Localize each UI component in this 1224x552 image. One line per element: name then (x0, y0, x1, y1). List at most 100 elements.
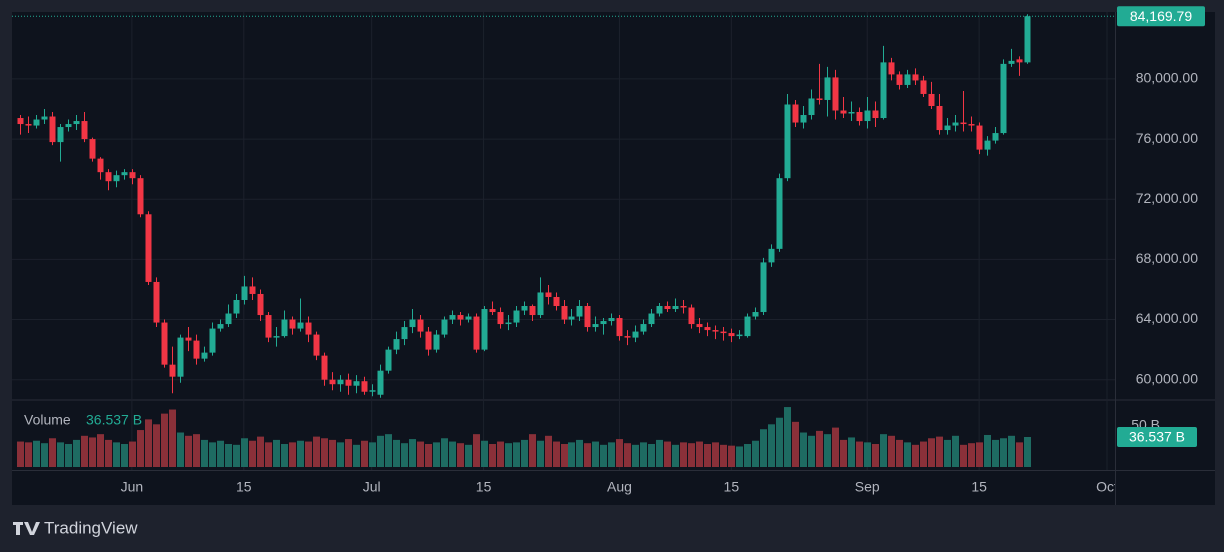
candle-body (808, 98, 815, 116)
volume-bar (872, 444, 879, 467)
volume-bar (529, 434, 536, 467)
volume-bar (217, 440, 224, 467)
candle-body (928, 93, 935, 106)
volume-bar (433, 442, 440, 467)
y-tick-label: 72,000.00 (1136, 190, 1198, 206)
candle-body (912, 74, 919, 81)
volume-bar (521, 439, 528, 467)
volume-bar (241, 438, 248, 467)
volume-bar (912, 444, 919, 467)
candle-body (744, 316, 751, 337)
candle-body (233, 299, 240, 314)
volume-bar (728, 445, 735, 467)
candle-body (696, 324, 703, 328)
volume-bars (17, 407, 1031, 467)
candles (12, 14, 1115, 398)
volume-bar (920, 441, 927, 467)
candle-body (776, 178, 783, 249)
candle-body (297, 322, 304, 329)
last-volume-badge (1117, 427, 1197, 448)
candle-body (672, 306, 679, 310)
candle-body (848, 112, 855, 114)
candle-body (944, 125, 951, 131)
volume-bar (664, 441, 671, 467)
volume-bar (648, 444, 655, 467)
candle-body (529, 306, 536, 316)
volume-bar (800, 432, 807, 467)
volume-bar (105, 439, 112, 467)
volume-bar (249, 440, 256, 467)
candle-body (576, 306, 583, 317)
volume-bar (608, 442, 615, 467)
candle-body (241, 286, 248, 300)
candle-body (976, 125, 983, 150)
candle-body (321, 355, 328, 380)
candle-body (145, 214, 152, 282)
candle-body (1016, 59, 1023, 63)
x-tick-label: 15 (724, 479, 740, 495)
volume-bar (41, 443, 48, 467)
volume-bar (465, 444, 472, 467)
candle-body (824, 77, 831, 100)
volume-bar (81, 435, 88, 467)
volume-bar (505, 443, 512, 467)
candle-body (872, 110, 879, 119)
candle-body (768, 248, 775, 263)
volume-bar (832, 427, 839, 467)
candle-body (425, 331, 432, 350)
volume-bar (497, 441, 504, 467)
candle-body (409, 319, 416, 328)
candle-body (313, 334, 320, 356)
volume-bar (233, 444, 240, 467)
volume-bar (624, 443, 631, 467)
volume-bar (257, 436, 264, 467)
candle-body (553, 296, 560, 307)
volume-bar (936, 436, 943, 467)
candle-body (840, 110, 847, 114)
volume-bar (25, 442, 32, 467)
volume-bar (952, 435, 959, 467)
volume-bar (888, 435, 895, 467)
volume-bar (65, 444, 72, 467)
candle-body (129, 172, 136, 179)
candle-body (457, 315, 464, 320)
volume-bar (656, 439, 663, 467)
volume-bar (880, 434, 887, 467)
candle-body (217, 324, 224, 329)
candle-body (105, 172, 112, 182)
x-tick-label: Aug (607, 479, 632, 495)
volume-bar (369, 442, 376, 467)
candle-body (305, 322, 312, 335)
volume-bar (1024, 437, 1031, 467)
candle-body (968, 124, 975, 126)
volume-bar (57, 442, 64, 467)
volume-bar (864, 442, 871, 467)
volume-bar (377, 435, 384, 467)
volume-bar (848, 437, 855, 467)
volume-bar (561, 444, 568, 467)
volume-bar (776, 417, 783, 467)
last-price-label: 84,169.79 (1130, 8, 1192, 24)
candle-body (185, 337, 192, 341)
candle-body (616, 318, 623, 337)
x-tick-label: Jul (363, 479, 381, 495)
candle-body (209, 328, 216, 353)
candle-body (97, 158, 104, 173)
candle-body (992, 133, 999, 141)
volume-bar (568, 442, 575, 467)
candle-body (449, 315, 456, 320)
last-volume-label: 36.537 B (1129, 429, 1185, 445)
volume-bar (736, 446, 743, 467)
volume-bar (760, 429, 767, 467)
volume-bar (968, 443, 975, 467)
candle-body (632, 331, 639, 338)
candle-body (169, 364, 176, 377)
y-tick-label: 80,000.00 (1136, 70, 1198, 86)
candle-body (49, 116, 56, 143)
volume-bar (976, 442, 983, 467)
candle-body (561, 306, 568, 320)
candle-body (161, 322, 168, 365)
volume-bar (584, 443, 591, 467)
volume-bar (177, 432, 184, 467)
candle-body (688, 307, 695, 325)
